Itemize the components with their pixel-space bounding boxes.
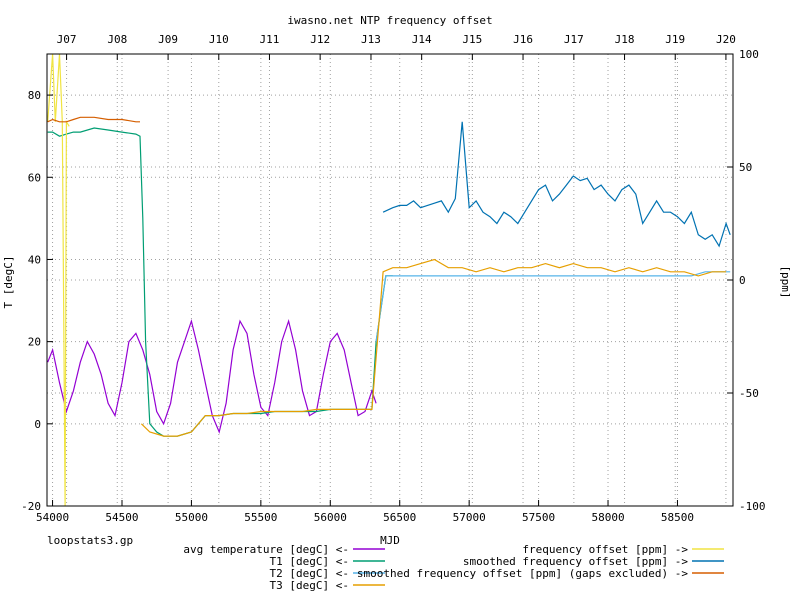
legend-label: frequency offset [ppm] ->	[522, 543, 688, 556]
top-tick-label: J13	[361, 33, 381, 46]
x-axis-label: MJD	[380, 534, 400, 547]
series-line-2	[47, 127, 393, 437]
y-right-tick-label: 50	[739, 161, 752, 174]
y-left-tick-label: 0	[34, 418, 41, 431]
ticks: 54000 54500 55000 55500 56000 56500 57000 57500…	[21, 33, 765, 524]
y-left-tick-label: 60	[28, 171, 41, 184]
chart-title: iwasno.net NTP frequency offset	[287, 14, 492, 27]
top-tick-label: J15	[462, 33, 482, 46]
x-tick-label: 57500	[522, 511, 555, 524]
x-tick-label: 54500	[105, 511, 138, 524]
legend-label: T2 [degC] <-	[270, 567, 349, 580]
footer-label: loopstats3.gp	[47, 534, 133, 547]
x-tick-label: 58500	[661, 511, 694, 524]
top-tick-label: J17	[564, 33, 584, 46]
y-left-tick-label: 40	[28, 253, 41, 266]
y-right-tick-label: 0	[739, 274, 746, 287]
series-layer	[47, 54, 731, 506]
x-tick-label: 54000	[36, 511, 69, 524]
top-tick-label: J19	[665, 33, 685, 46]
series-line-6	[382, 121, 731, 248]
top-tick-label: J18	[615, 33, 635, 46]
top-tick-label: J09	[158, 33, 178, 46]
y-left-tick-label: 20	[28, 336, 41, 349]
x-tick-label: 55000	[175, 511, 208, 524]
legend: avg temperature [degC] <-T1 [degC] <-T2 …	[183, 543, 724, 592]
plot-area-frame	[46, 53, 734, 507]
top-tick-label: J08	[107, 33, 127, 46]
x-tick-label: 55500	[244, 511, 277, 524]
legend-label: T3 [degC] <-	[270, 579, 349, 592]
series-line-7	[47, 116, 140, 123]
top-tick-label: J11	[260, 33, 280, 46]
top-tick-label: J16	[513, 33, 533, 46]
series-line-5	[47, 54, 70, 506]
y-right-tick-label: -50	[739, 387, 759, 400]
series-line-4	[140, 258, 727, 437]
legend-label: smoothed frequency offset [ppm] ->	[463, 555, 689, 568]
legend-label: T1 [degC] <-	[270, 555, 349, 568]
top-tick-label: J10	[209, 33, 229, 46]
series-line-3	[375, 271, 731, 342]
x-tick-label: 56000	[314, 511, 347, 524]
top-tick-label: J14	[412, 33, 432, 46]
top-tick-label: J20	[716, 33, 736, 46]
x-tick-label: 56500	[383, 511, 416, 524]
legend-label: avg temperature [degC] <-	[183, 543, 349, 556]
x-tick-label: 58000	[591, 511, 624, 524]
grid	[47, 53, 733, 507]
y-left-tick-label: 80	[28, 89, 41, 102]
y-axis-left-label: T [degC]	[2, 256, 15, 309]
y-right-tick-label: -100	[739, 500, 766, 513]
x-tick-label: 57000	[453, 511, 486, 524]
y-right-tick-label: 100	[739, 48, 759, 61]
y-left-tick-label: -20	[21, 500, 41, 513]
legend-label: smoothed frequency offset [ppm] (gaps ex…	[357, 567, 689, 580]
top-tick-label: J12	[310, 33, 330, 46]
top-tick-label: J07	[57, 33, 77, 46]
y-axis-right-label: [ppm]	[779, 265, 792, 298]
